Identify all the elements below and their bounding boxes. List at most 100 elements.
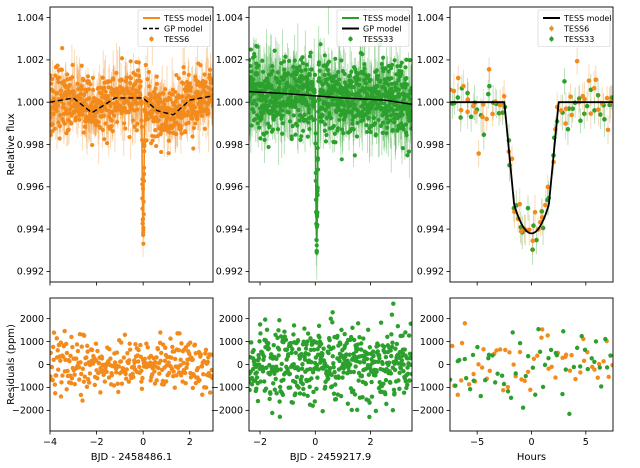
data-point: [403, 65, 408, 70]
residual-point: [603, 336, 608, 342]
residual-point: [274, 356, 279, 362]
data-point: [168, 97, 173, 102]
data-point: [127, 134, 132, 140]
residual-point: [137, 364, 142, 370]
data-point: [385, 125, 390, 130]
residual-point: [102, 379, 108, 384]
residual-point: [302, 326, 307, 331]
residual-point: [99, 356, 105, 361]
residual-point: [403, 330, 408, 335]
data-point: [374, 68, 379, 73]
y-tick-label: 1.002: [216, 55, 243, 66]
data-point: [203, 80, 208, 85]
residual-point: [279, 361, 284, 367]
data-point: [81, 77, 86, 83]
data-point: [108, 103, 113, 109]
residual-point: [276, 347, 282, 352]
residual-point: [89, 347, 95, 353]
data-point: [181, 81, 186, 86]
data-point: [517, 201, 523, 207]
data-point: [210, 100, 213, 105]
residual-point: [50, 344, 56, 350]
data-point: [332, 131, 337, 136]
residual-point: [267, 396, 272, 402]
residual-point: [257, 339, 262, 344]
data-point: [128, 59, 133, 64]
residual-point: [327, 366, 333, 371]
data-point: [380, 130, 385, 136]
residual-point: [338, 393, 344, 399]
residual-point: [331, 391, 337, 396]
data-point: [70, 75, 75, 80]
data-point: [54, 108, 59, 114]
residual-point: [574, 345, 580, 351]
residual-point: [525, 369, 531, 375]
residual-point: [354, 407, 360, 413]
data-point: [531, 223, 536, 228]
data-point: [465, 109, 470, 115]
residual-point: [347, 352, 352, 357]
data-point: [186, 109, 191, 114]
data-point: [249, 95, 253, 101]
residual-point: [197, 378, 202, 383]
residual-point: [305, 339, 310, 344]
data-point: [310, 80, 315, 85]
data-point: [208, 80, 213, 86]
data-point: [406, 149, 412, 154]
data-point: [323, 107, 328, 113]
residual-point: [171, 369, 176, 374]
legend-entry-label: TESS model: [163, 14, 212, 23]
data-point: [82, 124, 88, 129]
residual-point: [263, 386, 269, 391]
residual-point: [114, 370, 119, 375]
legend-entry-label: TESS6: [563, 24, 589, 33]
residual-point: [450, 343, 455, 349]
residual-point: [457, 357, 462, 363]
data-point: [277, 81, 282, 86]
data-point: [270, 127, 276, 132]
data-point: [334, 109, 339, 115]
data-point: [88, 82, 93, 87]
residual-point: [96, 361, 102, 366]
y-tick-label: 1000: [20, 337, 44, 348]
data-point: [391, 108, 396, 113]
data-point: [122, 121, 127, 126]
residual-point: [118, 359, 124, 364]
residual-point: [499, 373, 505, 378]
residual-point: [277, 384, 283, 390]
legend-entry-label: TESS33: [362, 35, 393, 44]
data-point: [111, 77, 116, 82]
residual-point: [398, 366, 404, 371]
residual-point: [85, 349, 90, 354]
residual-point: [375, 349, 381, 354]
residual-point: [331, 361, 336, 366]
data-point: [476, 151, 481, 156]
residual-point: [254, 386, 259, 391]
residual-point: [315, 352, 321, 357]
data-point: [375, 73, 381, 79]
data-point: [306, 102, 311, 108]
data-point: [190, 134, 195, 139]
residual-point: [356, 378, 361, 383]
residual-point: [318, 341, 324, 346]
data-point: [262, 137, 267, 142]
residual-point: [357, 360, 363, 365]
data-point: [157, 97, 163, 102]
residual-point: [136, 359, 141, 364]
residual-point: [403, 379, 408, 384]
data-point: [188, 85, 194, 90]
residual-point: [271, 381, 276, 386]
data-point: [296, 89, 301, 94]
residual-point: [209, 352, 213, 357]
residual-point: [525, 353, 531, 359]
residual-point: [595, 375, 600, 380]
residual-point: [82, 374, 88, 379]
residual-point: [554, 353, 560, 358]
data-point: [65, 72, 70, 77]
data-point: [286, 110, 291, 115]
data-point: [386, 69, 391, 74]
data-point: [326, 68, 331, 73]
residual-point: [258, 379, 263, 384]
data-point: [408, 118, 412, 123]
